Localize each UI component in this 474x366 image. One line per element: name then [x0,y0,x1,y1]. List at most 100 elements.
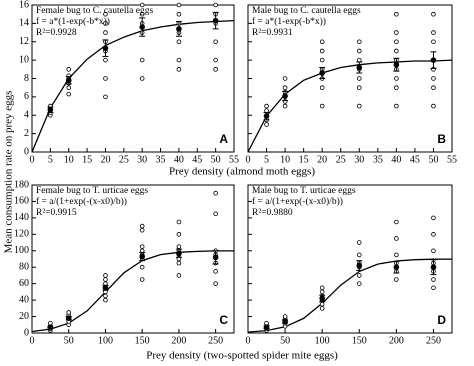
y-tick-label: 120 [14,229,29,240]
y-tick-label: 12 [19,36,29,47]
x-tick-label: 35 [156,154,166,165]
raw-point [394,277,399,282]
mean-point [356,262,363,269]
x-tick-label: 15 [299,154,309,165]
x-tick-label: 40 [174,154,184,165]
raw-point [394,85,399,90]
equation: f = a/(1+exp(-(x-x0)/b)) [36,196,127,207]
fit-curve [31,19,235,153]
raw-point [431,248,436,254]
raw-point [431,39,436,45]
mean-point [393,61,400,68]
x-tick-label: 100 [98,335,113,346]
raw-point [176,244,182,249]
raw-point [213,190,218,196]
raw-point [213,2,218,8]
raw-point [103,277,108,282]
raw-point [431,215,436,221]
raw-point [282,103,288,109]
x-tick-label: 45 [410,154,420,165]
raw-point [319,289,325,295]
raw-point [356,76,362,81]
raw-point [176,273,182,278]
mean-point [139,253,145,260]
raw-point [431,11,436,17]
raw-point [431,232,436,237]
raw-point [394,219,399,225]
raw-point [139,11,145,17]
raw-point [356,57,362,63]
raw-point [139,76,145,81]
raw-point [103,76,108,81]
raw-point [213,39,218,45]
y-tick-label: 0 [24,327,29,338]
x-tick-label: 0 [30,154,35,165]
raw-point [176,2,182,8]
y-tick-label: 20 [19,311,29,322]
mean-point [47,324,54,331]
raw-point [356,240,362,245]
raw-point [356,273,362,278]
y-tick-label: 0 [24,146,29,157]
raw-point [213,67,218,72]
mean-point [176,26,182,32]
raw-point [103,273,108,278]
mean-point [102,45,109,51]
raw-point [319,306,325,311]
raw-point [431,85,436,90]
x-tick-label: 50 [280,335,290,346]
raw-point [176,67,182,72]
panel-title: Male bug to C. cautella eggs [252,6,361,16]
y-tick-label: 16 [19,0,29,10]
raw-point [319,57,325,63]
raw-point [431,76,436,81]
raw-point [139,244,145,249]
raw-point [319,103,325,109]
mean-point [139,24,145,30]
raw-point [264,103,269,109]
raw-point [139,277,145,282]
x-tick-label: 45 [192,154,202,165]
x-tick-label: 55 [447,154,457,165]
panel-title: Male bug to T. urticae eggs [252,186,356,196]
mean-point [393,264,400,271]
raw-point [176,260,182,266]
raw-point [356,281,362,286]
x-tick-label: 35 [373,154,383,165]
y-tick-label: 4 [24,110,29,121]
panel-letter: C [219,313,228,327]
plot-frame [31,184,235,334]
y-tick-label: 14 [19,18,29,29]
x-tick-label: 250 [208,335,223,346]
panel-letter: B [437,132,446,146]
raw-point [103,30,108,35]
mean-point [356,64,363,71]
raw-point [394,236,399,241]
raw-point [394,30,399,35]
x-tick-label: 50 [428,154,438,165]
x-tick-label: 5 [264,154,269,165]
y-tick-label: 2 [24,128,29,139]
x-tick-label: 150 [135,335,150,346]
y-tick-label: 160 [14,196,29,207]
raw-point [139,227,145,233]
raw-point [213,57,218,63]
raw-point [356,39,362,45]
raw-point [103,57,108,63]
raw-point [176,219,182,225]
raw-point [103,297,108,303]
r-squared: R²=0.9928 [36,28,77,38]
panel-title: Female bug to C. cautella eggs [36,6,153,16]
raw-point [213,281,218,286]
mean-point [176,250,182,257]
raw-point [319,285,325,291]
plot-frame [247,184,453,334]
raw-point [139,2,145,8]
raw-point [66,67,72,72]
mean-point [282,318,288,325]
raw-point [282,76,288,81]
y-tick-label: 40 [19,294,29,305]
y-tick-label: 8 [24,73,29,84]
x-tick-label: 20 [317,154,327,165]
x-tick-label: 15 [82,154,92,165]
